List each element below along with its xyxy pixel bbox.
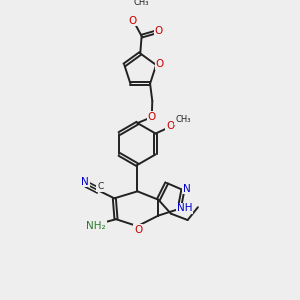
- Text: NH: NH: [177, 203, 193, 213]
- Text: O: O: [128, 16, 136, 26]
- Text: NH₂: NH₂: [86, 221, 106, 231]
- Text: O: O: [166, 121, 175, 131]
- Text: O: O: [148, 112, 156, 122]
- Text: C: C: [97, 182, 103, 191]
- Text: CH₃: CH₃: [133, 0, 148, 8]
- Text: O: O: [155, 59, 164, 69]
- Text: O: O: [134, 225, 142, 235]
- Text: N: N: [183, 184, 191, 194]
- Text: CH₃: CH₃: [175, 116, 190, 124]
- Text: O: O: [155, 26, 163, 36]
- Text: N: N: [82, 177, 89, 187]
